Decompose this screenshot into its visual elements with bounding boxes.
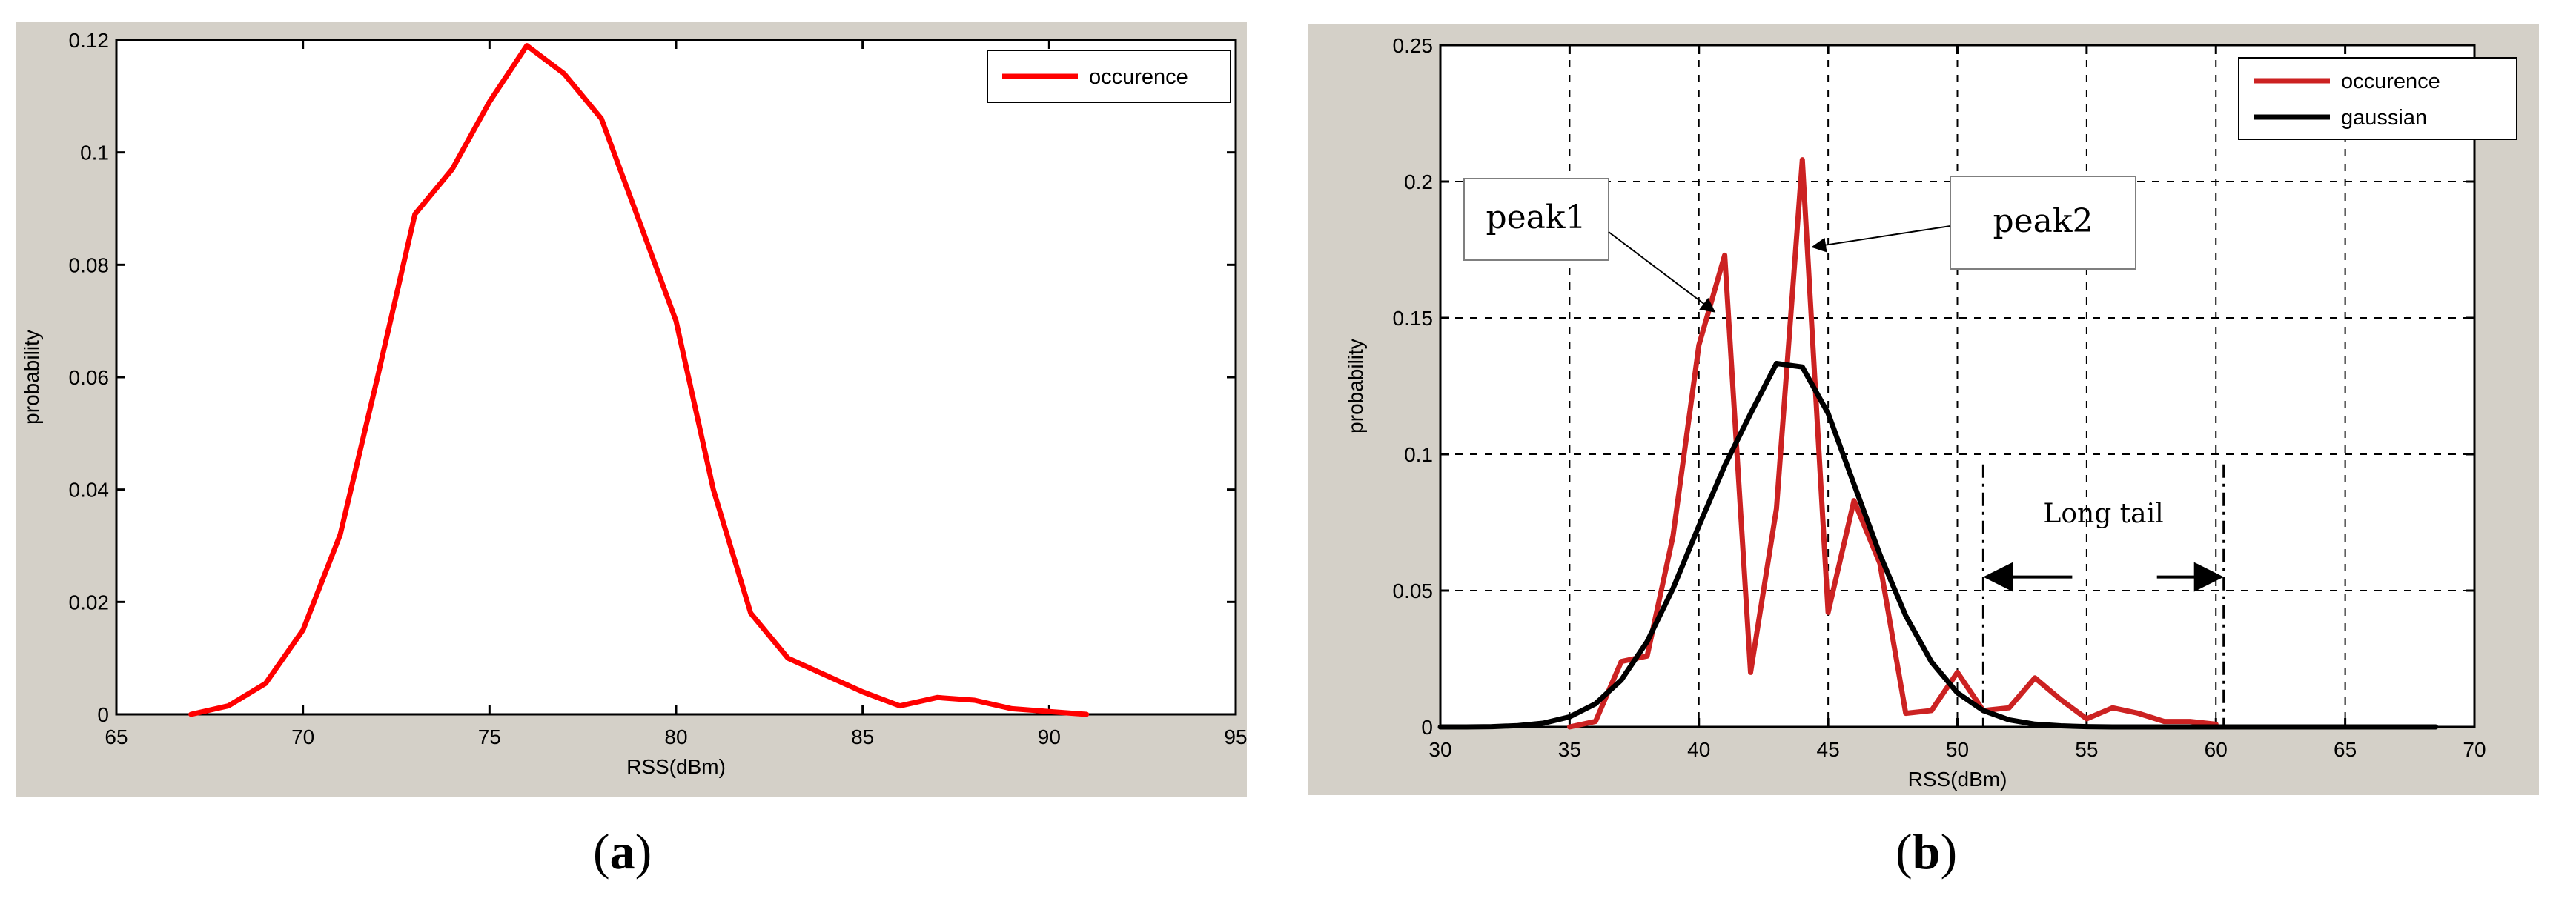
chart-b-legend: occurence gaussian xyxy=(2238,57,2517,140)
chart-a-series xyxy=(188,43,1090,717)
chart-b-tick-labels: 30 35 40 45 50 55 60 65 70 0 0.05 0.1 0.15 0.2 0.25 xyxy=(1393,34,2486,761)
chart-b: 30 35 40 45 50 55 60 65 70 0 0.05 0.1 0.15 0.2 0.25 pe… xyxy=(1308,24,2539,795)
x-tick-label: 75 xyxy=(478,725,501,748)
x-tick-label: 40 xyxy=(1687,738,1710,761)
y-tick-label: 0.1 xyxy=(80,142,109,165)
chart-b-grid xyxy=(1440,45,2474,727)
series-line-occurence xyxy=(1566,157,2219,730)
peak1-arrow xyxy=(1608,231,1716,313)
chart-a-y-axis-label: probability xyxy=(20,330,43,425)
subfigure-label-b: (b) xyxy=(1895,823,1958,880)
x-tick-label: 50 xyxy=(1946,738,1969,761)
x-tick-label: 35 xyxy=(1558,738,1581,761)
y-tick-label: 0.25 xyxy=(1393,34,1434,57)
chart-b-annotations: peak1 peak2 Long tail xyxy=(1463,176,2225,727)
y-tick-label: 0.04 xyxy=(69,479,110,502)
legend-label-occurence: occurence xyxy=(2341,70,2440,93)
x-tick-label: 85 xyxy=(851,725,874,748)
subfigure-letter-b: b xyxy=(1912,823,1941,880)
y-tick-label: 0.08 xyxy=(69,253,110,276)
peak2-label: peak2 xyxy=(1993,202,2093,240)
y-tick-label: 0.15 xyxy=(1393,307,1434,330)
chart-b-series xyxy=(1437,157,2439,730)
peak1-label: peak1 xyxy=(1486,199,1586,236)
legend-label-occurence: occurence xyxy=(1089,65,1188,89)
y-tick-label: 0.2 xyxy=(1404,170,1433,193)
y-tick-label: 0.12 xyxy=(69,29,110,52)
series-line-occurence xyxy=(188,43,1090,717)
y-tick-label: 0.05 xyxy=(1393,579,1434,602)
legend-label-gaussian: gaussian xyxy=(2341,106,2427,130)
x-tick-label: 70 xyxy=(2463,738,2486,761)
peak2-box xyxy=(1950,176,2136,270)
chart-a-x-axis-label: RSS(dBm) xyxy=(626,755,726,778)
subfigure-label-a: (a) xyxy=(593,823,652,880)
y-tick-label: 0 xyxy=(1421,716,1433,739)
x-tick-label: 70 xyxy=(291,725,314,748)
x-tick-label: 90 xyxy=(1038,725,1061,748)
x-tick-label: 80 xyxy=(664,725,687,748)
y-tick-label: 0.06 xyxy=(69,366,110,389)
subfigure-letter-a: a xyxy=(609,823,635,880)
chart-a-legend: occurence xyxy=(987,50,1231,103)
y-tick-label: 0.1 xyxy=(1404,443,1433,466)
chart-b-y-axis-label: probability xyxy=(1344,339,1367,433)
chart-a-plot-area xyxy=(115,39,1237,716)
x-tick-label: 65 xyxy=(105,725,128,748)
long-tail-label: Long tail xyxy=(2043,499,2163,529)
x-tick-label: 55 xyxy=(2075,738,2098,761)
y-tick-label: 0 xyxy=(97,703,109,726)
chart-a-tick-labels: 65 70 75 80 85 90 95 0 0.02 0.04 0.06 0.08 0.1 0.12 xyxy=(69,29,1248,748)
series-line-gaussian xyxy=(1437,361,2439,730)
x-tick-label: 30 xyxy=(1428,738,1451,761)
peak1-box xyxy=(1463,178,1609,261)
x-tick-label: 45 xyxy=(1817,738,1840,761)
x-tick-label: 95 xyxy=(1224,725,1247,748)
y-tick-label: 0.02 xyxy=(69,591,110,614)
x-tick-label: 60 xyxy=(2205,738,2228,761)
chart-b-x-axis-label: RSS(dBm) xyxy=(1908,768,2007,791)
chart-a: 65 70 75 80 85 90 95 0 0.02 0.04 0.06 0.08 0.1 0.12 R… xyxy=(16,22,1247,797)
peak2-arrow xyxy=(1811,225,1951,253)
x-tick-label: 65 xyxy=(2334,738,2357,761)
